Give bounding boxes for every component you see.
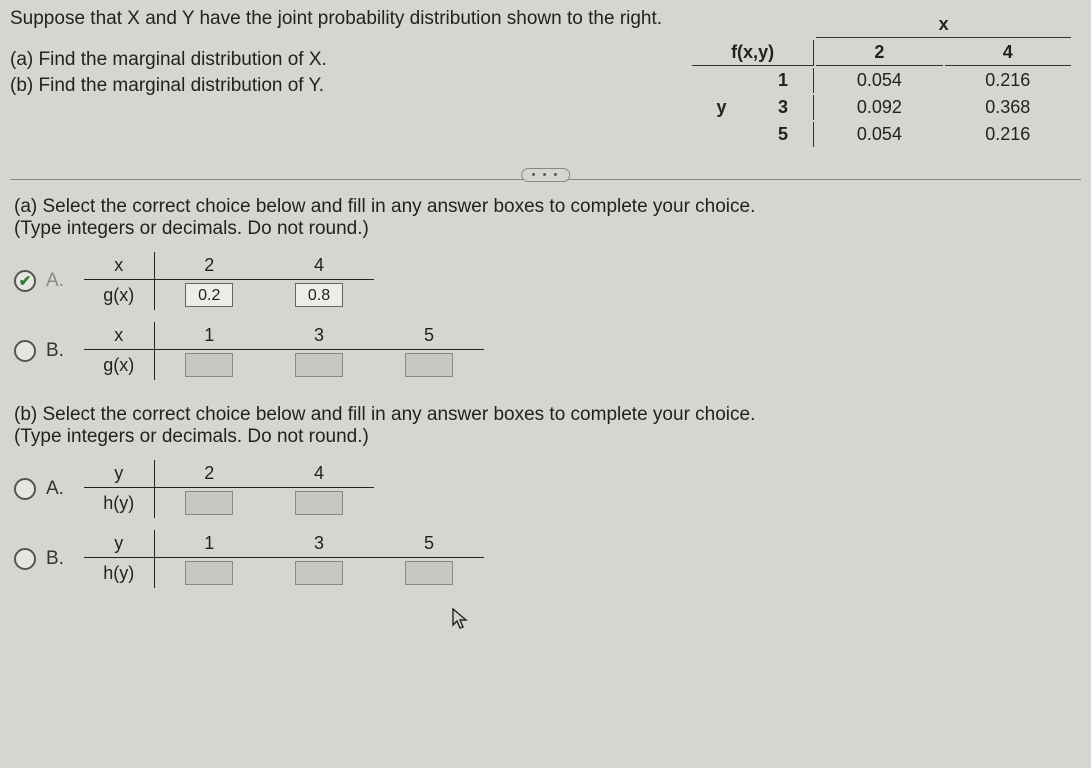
option-label-a-b: B. [46, 340, 74, 362]
x-header: x [816, 12, 1071, 38]
hdr-a-b-2: 5 [374, 322, 484, 350]
input-a-a-0[interactable]: 0.2 [185, 283, 233, 307]
radio-a-b[interactable] [14, 340, 36, 362]
part-b-option-b: B. y 1 3 5 h(y) [14, 524, 1077, 594]
input-a-b-0[interactable] [185, 353, 233, 377]
part-a-option-b: B. x 1 3 5 g(x) [14, 316, 1077, 386]
radio-a-a[interactable] [14, 270, 36, 292]
var-b-b: y [84, 530, 154, 558]
input-b-a-0[interactable] [185, 491, 233, 515]
input-a-a-1[interactable]: 0.8 [295, 283, 343, 307]
hdr-a-a-0: 2 [154, 252, 264, 280]
joint-probability-table: x f(x,y) 2 4 y 1 0.054 0.216 3 0.092 0.3… [670, 6, 1081, 149]
radio-b-b[interactable] [14, 548, 36, 570]
input-a-b-1[interactable] [295, 353, 343, 377]
fn-a-a: g(x) [84, 280, 154, 311]
mini-table-b-b: y 1 3 5 h(y) [84, 530, 484, 588]
hdr-b-a-1: 4 [264, 460, 374, 488]
cell-1-0: 0.092 [816, 95, 942, 120]
hdr-a-b-1: 3 [264, 322, 374, 350]
fn-b-b: h(y) [84, 558, 154, 589]
mini-table-a-a: x 2 4 g(x) 0.2 0.8 [84, 252, 374, 310]
y-val-0: 1 [753, 68, 814, 93]
option-label-b-b: B. [46, 548, 74, 570]
var-a-b: x [84, 322, 154, 350]
var-a-a: x [84, 252, 154, 280]
hdr-b-b-2: 5 [374, 530, 484, 558]
y-label: y [692, 68, 751, 147]
radio-b-a[interactable] [14, 478, 36, 500]
part-a-section: (a) Select the correct choice below and … [0, 180, 1091, 244]
cell-2-1: 0.216 [945, 122, 1071, 147]
question-part-a: (a) Find the marginal distribution of X. [10, 47, 670, 74]
option-label-b-a: A. [46, 478, 74, 500]
fn-a-b: g(x) [84, 350, 154, 381]
option-label-a-a: A. [46, 270, 74, 292]
mini-table-b-a: y 2 4 h(y) [84, 460, 374, 518]
question-part-b: (b) Find the marginal distribution of Y. [10, 73, 670, 100]
hdr-b-b-1: 3 [264, 530, 374, 558]
part-a-option-a: A. x 2 4 g(x) 0.2 0.8 [14, 246, 1077, 316]
part-b-prompt: (b) Select the correct choice below and … [14, 404, 755, 425]
cell-0-0: 0.054 [816, 68, 942, 93]
hdr-a-a-1: 4 [264, 252, 374, 280]
part-b-section: (b) Select the correct choice below and … [0, 388, 1091, 452]
cursor-icon [452, 608, 470, 636]
input-b-b-0[interactable] [185, 561, 233, 585]
input-a-b-2[interactable] [405, 353, 453, 377]
cell-1-1: 0.368 [945, 95, 1071, 120]
y-val-1: 3 [753, 95, 814, 120]
expand-button[interactable]: • • • [521, 168, 571, 182]
question-intro: Suppose that X and Y have the joint prob… [10, 6, 670, 33]
input-b-a-1[interactable] [295, 491, 343, 515]
part-b-hint: (Type integers or decimals. Do not round… [14, 426, 369, 447]
part-a-hint: (Type integers or decimals. Do not round… [14, 218, 369, 239]
part-b-option-a: A. y 2 4 h(y) [14, 454, 1077, 524]
x-val-0: 2 [816, 40, 942, 66]
question-text: Suppose that X and Y have the joint prob… [10, 6, 670, 149]
fn-b-a: h(y) [84, 488, 154, 519]
mini-table-a-b: x 1 3 5 g(x) [84, 322, 484, 380]
cell-0-1: 0.216 [945, 68, 1071, 93]
part-a-prompt: (a) Select the correct choice below and … [14, 196, 755, 217]
hdr-b-b-0: 1 [154, 530, 264, 558]
x-val-1: 4 [945, 40, 1071, 66]
y-val-2: 5 [753, 122, 814, 147]
input-b-b-1[interactable] [295, 561, 343, 585]
hdr-b-a-0: 2 [154, 460, 264, 488]
hdr-a-b-0: 1 [154, 322, 264, 350]
fxy-label: f(x,y) [692, 40, 814, 66]
var-b-a: y [84, 460, 154, 488]
input-b-b-2[interactable] [405, 561, 453, 585]
cell-2-0: 0.054 [816, 122, 942, 147]
